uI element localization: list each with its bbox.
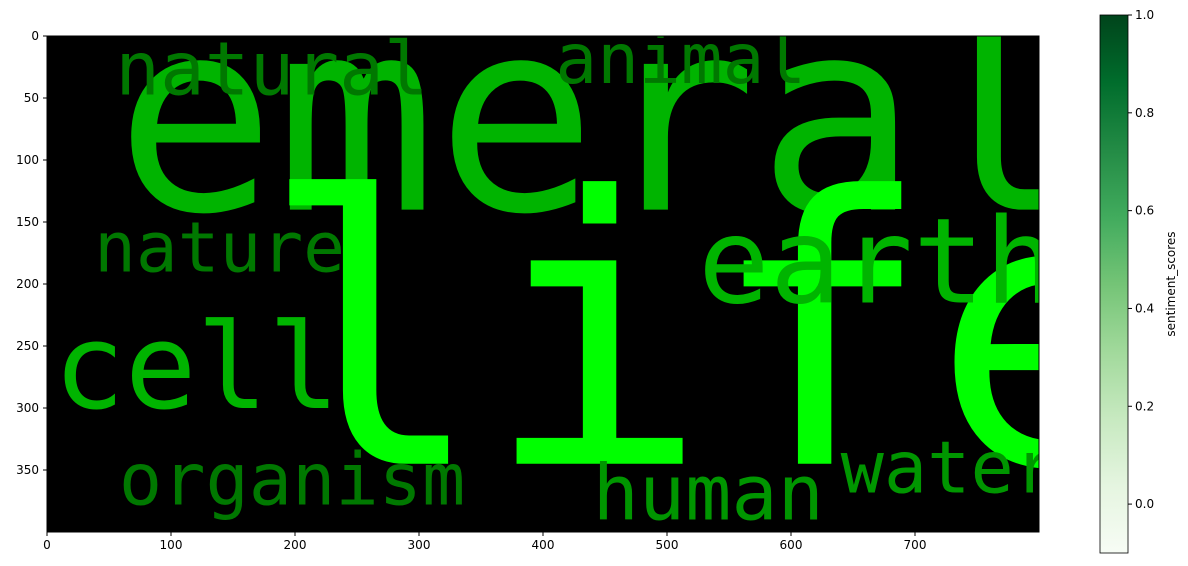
x-tick-label: 500 xyxy=(656,538,679,552)
word-earth: earth xyxy=(698,194,1056,332)
word-natural: natural xyxy=(115,25,429,112)
colorbar-label: sentiment_scores xyxy=(1164,231,1178,336)
colorbar-tick-label: 0.0 xyxy=(1135,497,1154,511)
colorbar-tick-label: 0.8 xyxy=(1135,106,1154,120)
colorbar-tick-label: 0.6 xyxy=(1135,204,1154,218)
y-tick-label: 300 xyxy=(16,401,39,415)
y-tick-label: 50 xyxy=(24,91,39,105)
x-tick-label: 100 xyxy=(160,538,183,552)
word-animal: animal xyxy=(555,20,806,100)
y-tick-label: 350 xyxy=(16,463,39,477)
y-tick-label: 0 xyxy=(31,29,39,43)
y-tick-label: 150 xyxy=(16,215,39,229)
x-tick-label: 300 xyxy=(408,538,431,552)
x-tick-label: 0 xyxy=(43,538,51,552)
colorbar: 0.0 0.2 0.4 0.6 0.8 1.0 sentiment_scores xyxy=(1099,8,1178,554)
word-emerald: emerald xyxy=(115,0,1188,273)
word-nature: nature xyxy=(94,209,345,289)
word-organism: organism xyxy=(119,438,465,522)
x-tick-label: 200 xyxy=(284,538,307,552)
word-life: life xyxy=(260,119,1156,552)
colorbar-tick-label: 0.2 xyxy=(1135,399,1154,413)
x-axis: 0 100 200 300 400 500 600 700 xyxy=(43,532,926,552)
x-tick-label: 700 xyxy=(904,538,927,552)
word-human: human xyxy=(593,450,824,539)
word-cell: cell xyxy=(53,299,340,437)
colorbar-gradient xyxy=(1099,14,1129,554)
colorbar-tick-label: 1.0 xyxy=(1135,8,1154,22)
colorbar-axis: 0.0 0.2 0.4 0.6 0.8 1.0 xyxy=(1128,8,1154,511)
y-tick-label: 100 xyxy=(16,153,39,167)
colorbar-tick-label: 0.4 xyxy=(1135,301,1154,315)
y-tick-label: 200 xyxy=(16,277,39,291)
y-tick-label: 250 xyxy=(16,339,39,353)
y-axis: 0 50 100 150 200 250 300 350 xyxy=(16,29,47,477)
x-tick-label: 400 xyxy=(532,538,555,552)
wordcloud-background xyxy=(47,36,1039,532)
x-tick-label: 600 xyxy=(780,538,803,552)
word-water: water xyxy=(841,425,1057,509)
